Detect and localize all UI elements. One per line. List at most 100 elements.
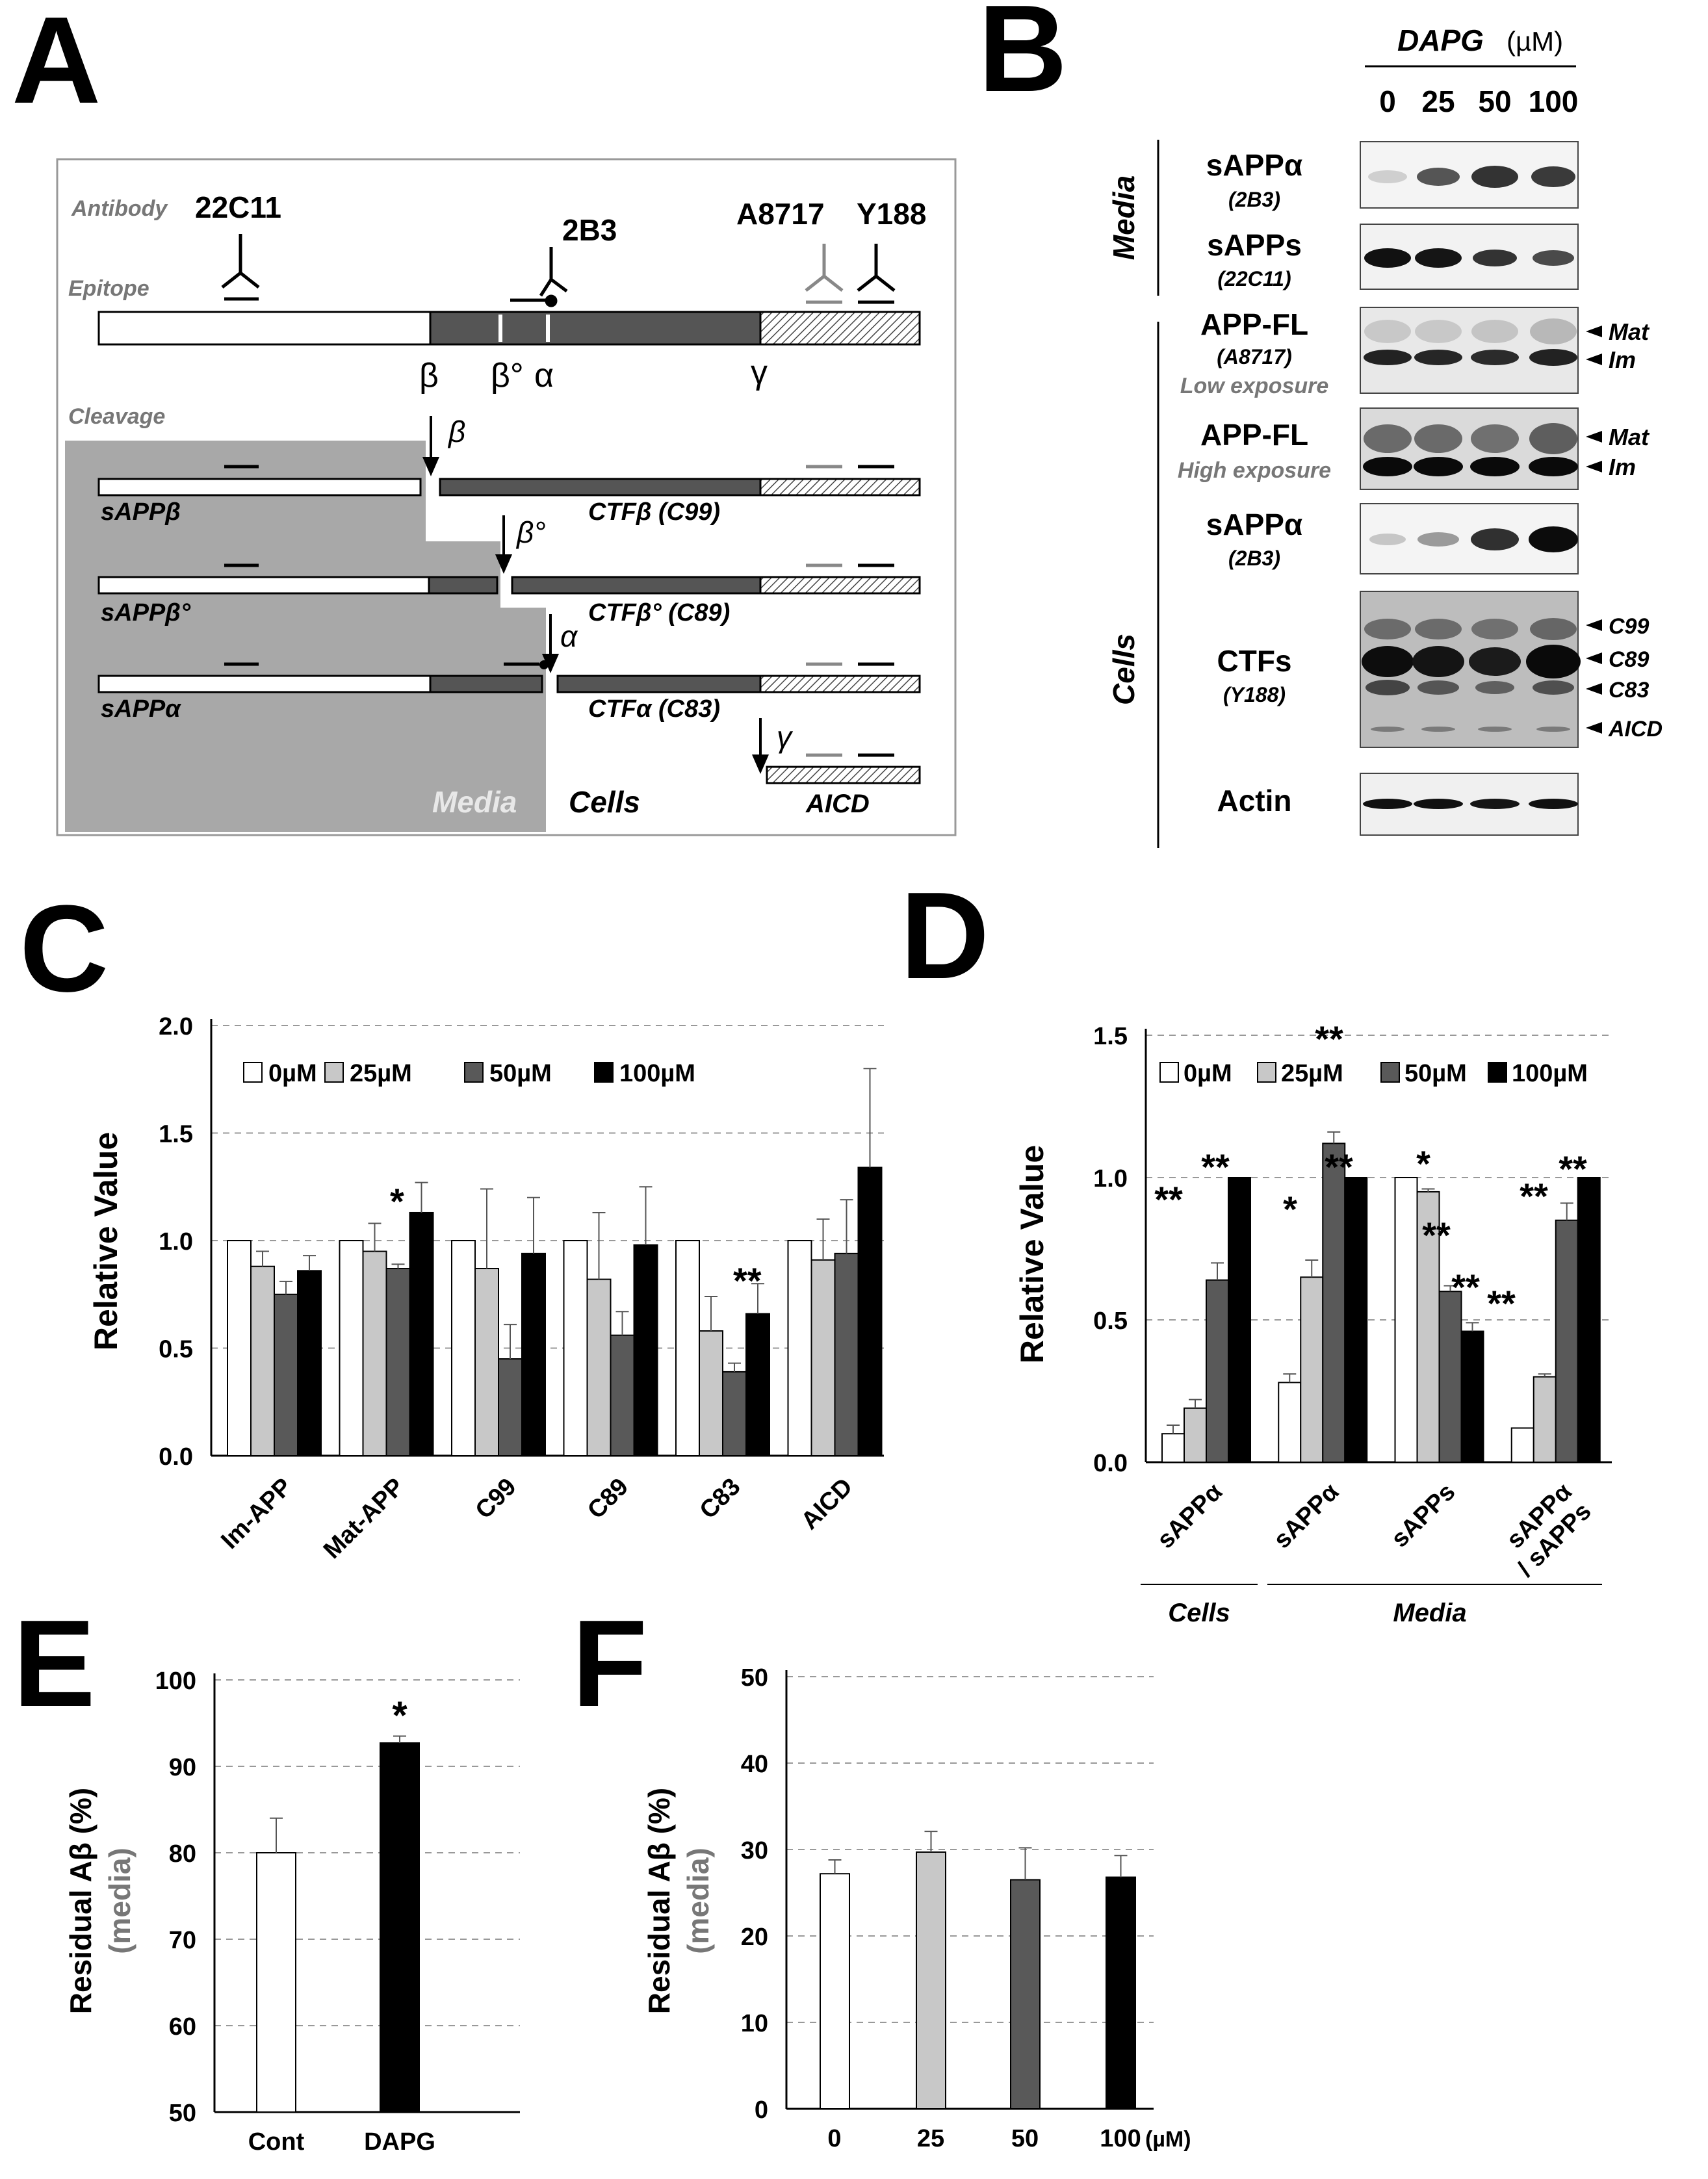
y-tick-label: 20 bbox=[741, 1924, 768, 1951]
y-axis-label: Relative Value bbox=[88, 1132, 124, 1350]
legend-label: 100µM bbox=[1512, 1060, 1588, 1087]
panel-e-chart: 50 60 70 80 90 100 Cont DAPG Residual Aβ (%) (med… bbox=[64, 1668, 520, 2156]
bar bbox=[1300, 1276, 1324, 1463]
bar bbox=[1184, 1407, 1207, 1463]
x-tick-label: C83 bbox=[695, 1473, 746, 1525]
blot-actin bbox=[1360, 773, 1579, 836]
y-tick-label: 1.0 bbox=[1093, 1165, 1128, 1193]
y-tick-label: 0.0 bbox=[1093, 1450, 1128, 1477]
sappb-bar bbox=[97, 478, 422, 496]
bar bbox=[274, 1293, 298, 1456]
x-tick-label: AICD bbox=[796, 1473, 858, 1535]
group-label: Cells bbox=[1168, 1599, 1230, 1627]
antibody-a8717-symbol-icon bbox=[805, 244, 844, 304]
y-tick-label: 0.0 bbox=[159, 1443, 193, 1471]
panel-letter-a: A bbox=[12, 0, 101, 129]
blot-row-label: APP-FL bbox=[1200, 307, 1308, 341]
marker-mat: Mat bbox=[1609, 318, 1650, 345]
bar bbox=[498, 1358, 523, 1457]
blot-row-label: sAPPα bbox=[1206, 508, 1302, 541]
marker-c89: C89 bbox=[1609, 647, 1649, 672]
y-tick-label: 80 bbox=[169, 1840, 196, 1868]
legend-swatch bbox=[594, 1062, 614, 1083]
y-tick-label: 70 bbox=[169, 1927, 196, 1954]
legend-label: 0µM bbox=[268, 1060, 317, 1087]
blot-app-fl-low bbox=[1360, 307, 1579, 394]
blot-row-note: Low exposure bbox=[1180, 374, 1329, 398]
bar bbox=[916, 1851, 946, 2109]
significance-marker: * bbox=[392, 1694, 408, 1737]
significance-marker: * bbox=[1283, 1189, 1297, 1230]
site-beta: β bbox=[419, 357, 439, 394]
x-tick-label: 25 bbox=[917, 2125, 944, 2152]
bar bbox=[474, 1268, 499, 1457]
bar bbox=[1438, 1291, 1462, 1463]
bar bbox=[1394, 1177, 1418, 1463]
y-tick-label: 40 bbox=[741, 1751, 768, 1778]
x-tick-label: 0 bbox=[827, 2125, 841, 2152]
significance-marker: ** bbox=[1154, 1179, 1183, 1220]
cells-region-label: Cells bbox=[569, 785, 640, 819]
blot-row-antibody: (2B3) bbox=[1228, 547, 1280, 570]
bar bbox=[610, 1334, 635, 1456]
antibody-2b3: 2B3 bbox=[562, 213, 617, 247]
bar bbox=[1322, 1142, 1346, 1463]
significance-marker: ** bbox=[1487, 1283, 1516, 1324]
antibody-a8717: A8717 bbox=[736, 197, 825, 231]
lane-label: 100 bbox=[1529, 84, 1579, 118]
antibody-y188-symbol-icon bbox=[857, 244, 896, 304]
x-unit-label: (µM) bbox=[1145, 2127, 1191, 2152]
marker-c83: C83 bbox=[1609, 678, 1649, 703]
treatment-label: DAPG bbox=[1397, 23, 1484, 57]
bar bbox=[1206, 1279, 1229, 1463]
bar bbox=[1161, 1433, 1185, 1463]
bar bbox=[1460, 1330, 1484, 1463]
y-axis-label: (media) bbox=[103, 1848, 136, 1954]
bar bbox=[1344, 1177, 1368, 1463]
panel-a-diagram: Antibody Epitope Cleavage 22C11 2B3 A871… bbox=[56, 158, 957, 836]
bar bbox=[521, 1252, 546, 1456]
blot-ctfs bbox=[1360, 591, 1581, 748]
treatment-unit: (µM) bbox=[1507, 26, 1563, 57]
y-tick-label: 1.5 bbox=[1093, 1023, 1128, 1050]
blot-app-fl-high bbox=[1360, 407, 1579, 490]
bar bbox=[1278, 1382, 1302, 1463]
legend-label: 50µM bbox=[489, 1060, 552, 1087]
cleavage-label: Cleavage bbox=[68, 404, 165, 429]
panel-letter-b: B bbox=[978, 0, 1067, 118]
sappbp-bar bbox=[97, 576, 430, 595]
legend-swatch bbox=[464, 1062, 484, 1083]
panel-f-chart: 0 10 20 30 40 50 0 25 50 100 (µM) Residual Aβ (%) (m… bbox=[642, 1664, 1191, 2152]
cleavage-arrows bbox=[422, 416, 770, 775]
bar bbox=[380, 1742, 420, 2113]
frag-aicd: AICD bbox=[805, 790, 870, 818]
bar bbox=[745, 1313, 770, 1457]
blot-sappa-cells bbox=[1360, 503, 1579, 574]
app-full-length-bar bbox=[97, 311, 921, 346]
lane-label: 0 bbox=[1379, 84, 1396, 118]
panel-c-chart: 0.0 0.5 1.0 1.5 2.0 Im-APP Mat-APP C99 C89 C83 AIC… bbox=[88, 1013, 884, 1564]
bar bbox=[1106, 1876, 1136, 2110]
x-tick-label: sAPPα bbox=[1152, 1478, 1228, 1554]
blot-row-label: CTFs bbox=[1217, 644, 1292, 678]
frag-ctfb: CTFβ (C99) bbox=[588, 498, 720, 526]
marker-c99: C99 bbox=[1609, 614, 1649, 639]
lane-label: 25 bbox=[1421, 84, 1455, 118]
bar bbox=[834, 1252, 859, 1456]
blot-row-label: sAPPα bbox=[1206, 148, 1302, 182]
y-tick-label: 0 bbox=[755, 2096, 768, 2124]
x-tick-label: Im-APP bbox=[216, 1473, 297, 1554]
bar bbox=[409, 1211, 434, 1456]
bar bbox=[1228, 1177, 1251, 1463]
y-tick-label: 30 bbox=[741, 1837, 768, 1864]
y-axis-label: Residual Aβ (%) bbox=[64, 1788, 97, 2014]
y-tick-label: 50 bbox=[741, 1664, 768, 1692]
bar bbox=[256, 1852, 296, 2113]
legend-label: 0µM bbox=[1184, 1060, 1232, 1087]
panel-letter-d: D bbox=[900, 867, 989, 1005]
sappa-bar bbox=[97, 675, 432, 693]
significance-marker: ** bbox=[1325, 1146, 1353, 1187]
panel-letter-f: F bbox=[572, 1595, 647, 1733]
blot-row-antibody: (A8717) bbox=[1217, 345, 1292, 368]
cleave-beta-prime: β° bbox=[515, 515, 546, 549]
